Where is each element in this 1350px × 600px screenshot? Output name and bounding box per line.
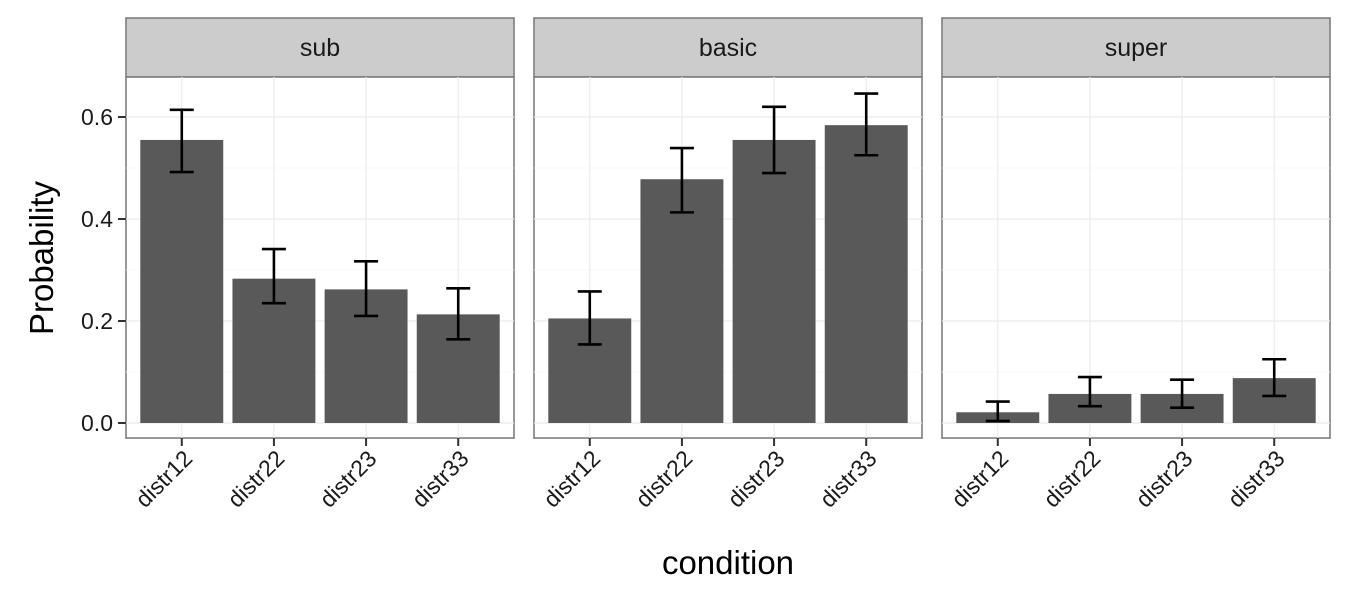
facet-panel-super: super distr12 distr22 distr23 distr33 [941,17,1331,512]
error-bar-sub-distr22 [261,247,286,305]
bar-sub-distr12 [140,139,224,423]
x-tick-label: distr33 [1223,445,1290,512]
x-tick-label: distr22 [222,445,289,512]
error-bar-basic-distr12 [577,290,602,346]
facet-strip-label: super [1105,34,1168,62]
x-tick-label: distr23 [314,445,381,512]
error-bar-basic-distr22 [669,146,694,214]
x-axis-title: condition [662,544,794,581]
y-tick-label: 0.6 [81,104,113,130]
error-bar-super-distr12 [985,400,1010,423]
bar-basic-distr22 [640,179,724,423]
error-bar-sub-distr23 [354,260,379,318]
x-tick-label: distr23 [1130,445,1197,512]
x-tick-label: distr12 [538,445,605,512]
error-bar-super-distr22 [1077,375,1102,408]
facet-panel-basic: basic distr12 distr22 distr23 distr33 [533,17,923,512]
facet-panels: sub distr12 distr22 distr23 distr33 basic dist… [125,17,1331,512]
bar-basic-distr23 [732,139,816,423]
y-axis: 0.0 0.2 0.4 0.6 [81,104,126,436]
bar-basic-distr33 [824,125,908,423]
error-bar-basic-distr33 [854,92,879,157]
y-tick-label: 0.2 [81,308,113,334]
panel-background [941,76,1331,439]
x-tick-label: distr12 [130,445,197,512]
facet-panel-sub: sub distr12 distr22 distr23 distr33 [125,17,515,512]
y-axis-title: Probability [23,180,60,335]
facet-strip [125,17,515,78]
x-tick-label: distr33 [407,445,474,512]
x-tick-label: distr22 [630,445,697,512]
error-bar-basic-distr23 [762,105,787,175]
error-bar-super-distr23 [1170,378,1195,410]
facet-strip-label: basic [699,34,757,62]
x-tick-label: distr23 [722,445,789,512]
facet-strip-label: sub [300,34,340,62]
x-tick-label: distr22 [1038,445,1105,512]
y-tick-label: 0.0 [81,410,113,436]
facet-strip [533,17,923,78]
error-bar-super-distr33 [1262,357,1287,398]
x-tick-label: distr33 [815,445,882,512]
x-tick-label: distr12 [946,445,1013,512]
error-bar-sub-distr12 [169,108,194,174]
error-bar-sub-distr33 [446,287,471,341]
y-tick-label: 0.4 [81,206,113,232]
